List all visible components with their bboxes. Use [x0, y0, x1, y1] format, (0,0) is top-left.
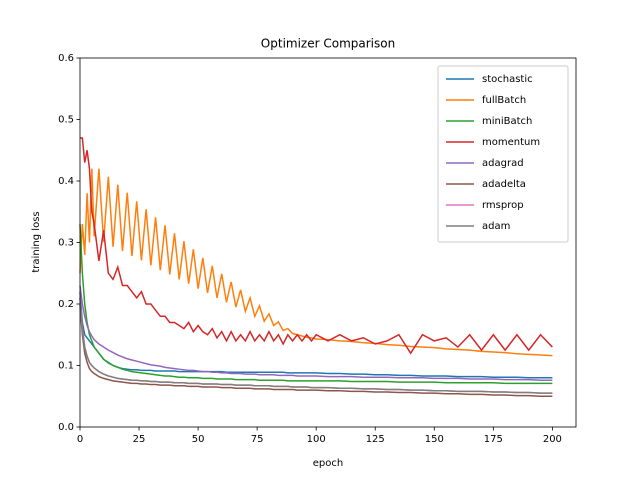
x-tick-label: 175: [484, 434, 503, 445]
x-axis-label: epoch: [313, 458, 343, 469]
x-tick-label: 50: [192, 434, 205, 445]
legend-label: rmsprop: [482, 200, 524, 211]
x-tick-label: 150: [425, 434, 444, 445]
line: [80, 137, 553, 355]
legend-label: fullBatch: [482, 95, 526, 106]
legend-label: adadelta: [482, 179, 526, 190]
y-tick-label: 0.4: [58, 176, 74, 187]
legend-label: miniBatch: [482, 116, 532, 127]
x-tick-label: 125: [366, 434, 385, 445]
legend-label: adagrad: [482, 158, 524, 169]
line: [79, 224, 553, 385]
legend-label: stochastic: [482, 74, 533, 85]
y-tick-label: 0.6: [58, 53, 74, 64]
legend-label: adam: [482, 221, 510, 232]
line: [79, 168, 553, 357]
x-tick-label: 200: [543, 434, 562, 445]
x-tick-label: 75: [251, 434, 264, 445]
y-tick-label: 0.5: [58, 115, 74, 126]
x-tick-label: 0: [77, 434, 83, 445]
y-tick-label: 0.3: [58, 238, 74, 249]
legend-box: [437, 65, 569, 243]
y-tick-label: 0.1: [58, 361, 74, 372]
y-tick-label: 0.2: [58, 299, 74, 310]
x-tick-label: 25: [133, 434, 146, 445]
y-axis-label: training loss: [31, 211, 42, 272]
legend-label: momentum: [482, 137, 540, 148]
y-tick-label: 0.0: [58, 422, 74, 433]
line: [79, 297, 553, 394]
x-tick-label: 100: [307, 434, 326, 445]
plot-frame: [79, 57, 577, 428]
chart-title: Optimizer Comparison: [261, 37, 395, 51]
line: [79, 285, 553, 382]
line: [79, 303, 553, 397]
